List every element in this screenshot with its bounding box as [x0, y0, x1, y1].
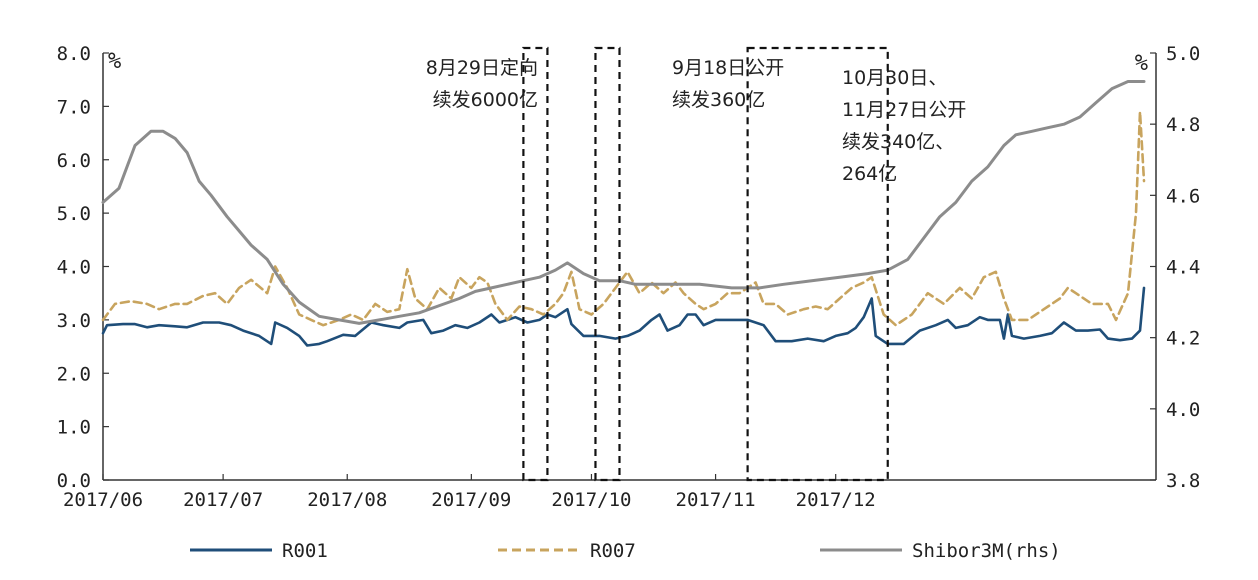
legend: R001 R007 Shibor3M(rhs) [190, 540, 1061, 562]
series-layer [101, 80, 1146, 347]
left-tick-label: 2.0 [57, 363, 91, 385]
legend-label: R007 [590, 540, 636, 562]
annotation-text: 续发360亿 [672, 89, 765, 111]
chart-frame [102, 53, 1157, 481]
x-tick-label: 2017/08 [307, 489, 387, 511]
left-axis-unit: % [108, 49, 121, 74]
annotation-box [522, 46, 549, 482]
left-tick-label: 5.0 [57, 203, 91, 225]
left-tick-labels: 0.0 1.0 2.0 3.0 4.0 5.0 6.0 7.0 8.0 [57, 43, 109, 492]
x-tick-labels: 2017/06 2017/07 2017/08 2017/09 2017/10 2017/… [63, 474, 876, 511]
right-tick-labels: 3.8 4.0 4.2 4.4 4.6 4.8 5.0 [1150, 43, 1200, 492]
annotation-text: 10月30日、 [842, 67, 947, 89]
legend-label: Shibor3M(rhs) [912, 540, 1061, 562]
left-tick-label: 0.0 [57, 470, 91, 492]
right-tick-label: 5.0 [1166, 43, 1200, 65]
x-tick-label: 2017/07 [183, 489, 263, 511]
x-tick-label: 2017/11 [676, 489, 756, 511]
right-tick-label: 4.6 [1166, 185, 1200, 207]
annotation-text: 11月27日公开 [842, 99, 966, 121]
right-tick-label: 3.8 [1166, 470, 1200, 492]
x-tick-label: 2017/06 [63, 489, 143, 511]
series-line-r007 [101, 110, 1146, 327]
left-tick-label: 7.0 [57, 96, 91, 118]
annotation-box [594, 46, 621, 482]
annotation-text: 8月29日定向 [426, 57, 538, 79]
annotation-text: 续发340亿、 [842, 131, 954, 153]
left-tick-label: 4.0 [57, 257, 91, 279]
legend-label: R001 [282, 540, 328, 562]
left-tick-label: 3.0 [57, 310, 91, 332]
right-axis-unit: % [1135, 51, 1148, 76]
series-line-r001 [101, 286, 1146, 347]
annotation-text: 264亿 [842, 163, 897, 185]
right-tick-label: 4.8 [1166, 114, 1200, 136]
x-tick-label: 2017/10 [551, 489, 631, 511]
right-tick-label: 4.2 [1166, 328, 1200, 350]
right-tick-label: 4.4 [1166, 257, 1200, 279]
annotation-box [746, 46, 889, 482]
right-tick-label: 4.0 [1166, 399, 1200, 421]
left-tick-label: 1.0 [57, 417, 91, 439]
x-tick-label: 2017/09 [431, 489, 511, 511]
x-tick-label: 2017/12 [796, 489, 876, 511]
annotation-text: 续发6000亿 [433, 89, 538, 111]
series-line-shibor3m-rhs- [101, 80, 1146, 325]
left-tick-label: 6.0 [57, 150, 91, 172]
left-tick-label: 8.0 [57, 43, 91, 65]
annotation-text: 9月18日公开 [672, 57, 784, 79]
